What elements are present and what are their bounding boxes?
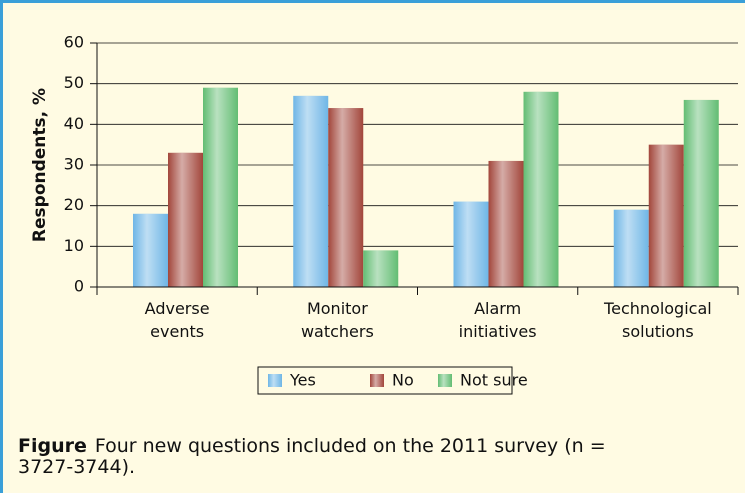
- legend-label: No: [392, 371, 414, 390]
- bar-highlight: [613, 209, 649, 287]
- x-tick-label: Technological solutions: [603, 299, 712, 341]
- x-tick-label: Monitor watchers: [301, 299, 374, 341]
- x-tick-label: Alarm initiatives: [459, 299, 537, 341]
- legend-label: Yes: [289, 371, 316, 390]
- y-tick-label: 60: [64, 33, 84, 52]
- bar-highlight: [523, 91, 559, 287]
- bar-highlight: [363, 250, 399, 287]
- bar-highlight: [488, 160, 524, 287]
- caption: Figure Four new questions included on the…: [18, 436, 618, 478]
- y-tick-label: 10: [64, 236, 84, 255]
- bar-highlight: [293, 95, 329, 287]
- bar-highlight: [133, 213, 168, 287]
- x-tick-label: Adverse events: [145, 299, 210, 341]
- legend-label: Not sure: [460, 371, 528, 390]
- bar-highlight: [203, 87, 238, 287]
- y-tick-label: 20: [64, 195, 84, 214]
- bar-highlight: [648, 144, 684, 287]
- y-tick-label: 0: [74, 277, 84, 296]
- legend-swatch-highlight: [268, 374, 282, 387]
- y-tick-label: 50: [64, 73, 84, 92]
- legend-box: [257, 366, 513, 395]
- bar-highlight: [453, 201, 489, 287]
- y-tick-label: 40: [64, 114, 84, 133]
- legend-swatch-highlight: [370, 374, 384, 387]
- y-tick-label: 30: [64, 155, 84, 174]
- bar-highlight: [168, 152, 203, 287]
- legend-swatch-highlight: [438, 374, 452, 387]
- caption-text: Four new questions included on the 2011 …: [18, 435, 606, 478]
- bar-highlight: [683, 99, 719, 287]
- caption-label: Figure: [18, 435, 87, 457]
- bar-highlight: [328, 108, 364, 287]
- y-axis-label: Respondents, %: [30, 88, 50, 242]
